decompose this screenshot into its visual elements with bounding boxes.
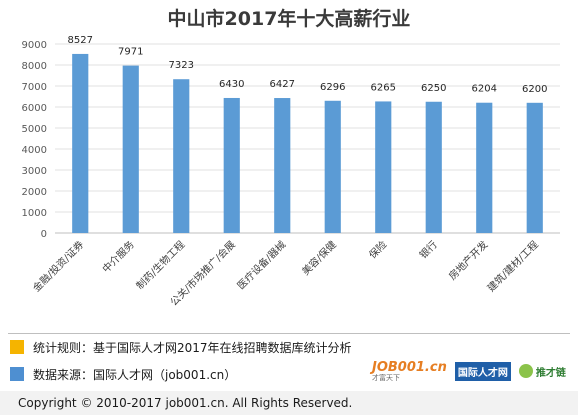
rule-swatch [10, 340, 24, 354]
logo-strip: JOB001.cn 才富天下 国际人才网 推才链 [372, 356, 572, 386]
bar [72, 53, 89, 233]
category-label: 银行 [417, 238, 440, 261]
data-label: 6250 [421, 83, 446, 94]
bars [72, 53, 543, 234]
data-label: 6430 [219, 79, 244, 90]
y-tick-label: 5000 [22, 124, 47, 135]
source-text: 数据来源：国际人才网（job001.cn） [33, 367, 237, 382]
category-label: 金融/投资/证券 [30, 238, 86, 294]
tcl-logo: 推才链 [518, 364, 566, 379]
bar-chart: 0 1000 2000 3000 4000 5000 6000 7000 8000 9000 85… [22, 35, 560, 309]
category-label: 中介服务 [99, 238, 136, 275]
data-label: 6200 [522, 84, 547, 95]
y-tick-label: 6000 [22, 103, 47, 114]
y-tick-label: 8000 [22, 61, 47, 72]
job001-logo: JOB001.cn 才富天下 [372, 360, 447, 383]
data-label: 6296 [320, 82, 345, 93]
y-tick-label: 1000 [22, 208, 47, 219]
y-tick-label: 9000 [22, 40, 47, 51]
rule-text: 统计规则：基于国际人才网2017年在线招聘数据库统计分析 [33, 340, 352, 355]
bar [375, 101, 392, 233]
note-rule: 统计规则：基于国际人才网2017年在线招聘数据库统计分析 [10, 337, 352, 357]
source-swatch [10, 367, 24, 381]
data-label: 8527 [68, 35, 93, 46]
data-label: 7323 [169, 60, 194, 71]
copyright-text: Copyright © 2010-2017 job001.cn. All Rig… [18, 396, 353, 410]
category-label: 制药/生物工程 [133, 238, 187, 292]
tcl-logo-text: 推才链 [535, 367, 566, 379]
category-label: 医疗设备/器械 [234, 238, 288, 292]
data-label: 6204 [472, 84, 497, 95]
bar [223, 97, 240, 233]
category-label: 保险 [366, 238, 389, 261]
data-label: 7971 [118, 47, 143, 58]
y-tick-label: 3000 [22, 166, 47, 177]
note-source: 数据来源：国际人才网（job001.cn） [10, 364, 236, 384]
job001-logo-sub: 才富天下 [372, 373, 400, 382]
category-label: 美容/保健 [299, 238, 339, 278]
chart-title: 中山市2017年十大高薪行业 [167, 8, 411, 30]
data-label: 6265 [371, 82, 396, 93]
bar [526, 102, 543, 233]
bar [122, 65, 139, 233]
y-tick-label: 0 [41, 229, 47, 240]
copyright-bar: Copyright © 2010-2017 job001.cn. All Rig… [0, 391, 578, 415]
bar [476, 102, 493, 233]
category-label: 建筑/建材/工程 [484, 238, 540, 294]
gridlines [55, 43, 560, 234]
job001-logo-text: JOB001.cn [372, 359, 447, 375]
y-tick-label: 2000 [22, 187, 47, 198]
gjrc-logo: 国际人才网 [454, 361, 511, 381]
tcl-logo-icon [518, 364, 533, 378]
bar [274, 98, 291, 234]
y-tick-label: 7000 [22, 82, 47, 93]
y-axis-ticks: 0 1000 2000 3000 4000 5000 6000 7000 8000 9000 [22, 40, 47, 240]
bar [173, 79, 190, 233]
divider-top [8, 333, 570, 334]
data-labels: 8527 7971 7323 6430 6427 6296 6265 6250 6204 6200 [68, 35, 548, 95]
bar [425, 101, 442, 233]
category-label: 房地产开发 [446, 238, 491, 283]
data-label: 6427 [270, 79, 295, 90]
y-tick-label: 4000 [22, 145, 47, 156]
bar [324, 100, 341, 233]
